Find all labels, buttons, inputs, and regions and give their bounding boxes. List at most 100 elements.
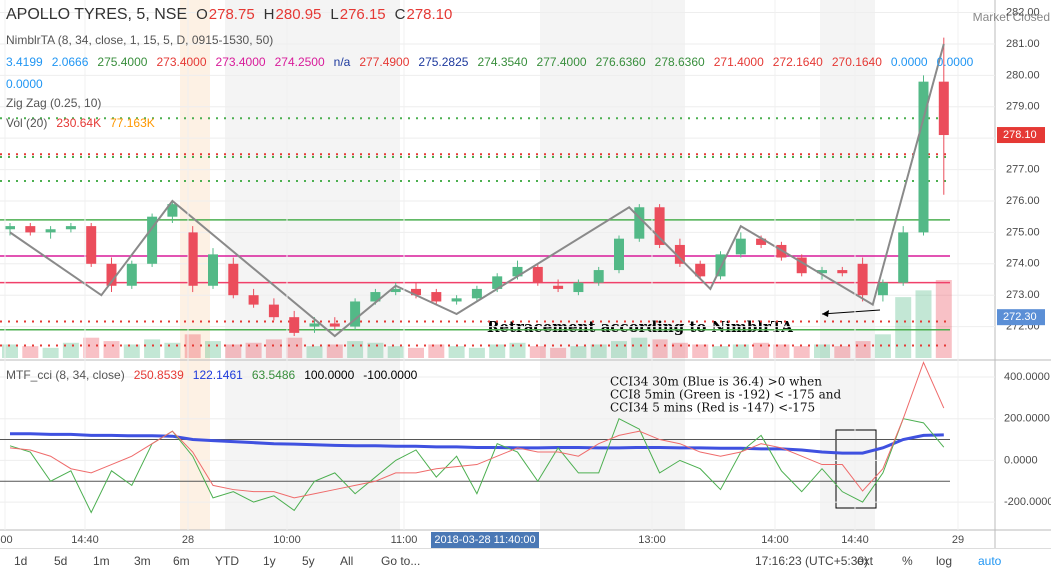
range-button[interactable]: 1m [93,554,110,568]
y-tick-label: 274.00 [1006,258,1040,270]
legend-value: 3.4199 [6,55,43,69]
volume-bar [915,290,932,358]
x-tick-label: 2018-03-28 11:40:00 [434,534,535,546]
legend-value: 278.6360 [654,55,705,69]
candle-body [86,226,97,264]
legend-value: 272.1640 [772,55,823,69]
range-button[interactable]: YTD [215,554,239,568]
candle-body [248,295,259,305]
legend-value: 273.4000 [215,55,266,69]
range-button[interactable]: 5d [54,554,68,568]
volume-bar [22,346,39,358]
legend-value: -100.0000 [363,368,418,382]
option-button[interactable]: auto [978,554,1002,568]
market-status: Market Closed [973,10,1050,24]
volume-bar [245,342,262,358]
range-button[interactable]: All [340,554,354,568]
candle-body [431,292,442,302]
volume-bar [793,346,810,358]
y-tick-label: 276.00 [1006,195,1040,207]
option-button[interactable]: ext [857,554,874,568]
legend-values: 3.4199 2.0666 275.4000 273.4000 273.4000 274.… [6,55,982,69]
ohlc-value: 278.75 [208,6,255,23]
indicator-name: NimblrTA (8, 34, close, 1, 15, 5, D, 091… [6,33,274,47]
x-tick-label: 29 [952,534,964,546]
volume-bar [326,344,343,358]
volume-bar [753,342,770,358]
volume-bar [164,342,181,358]
toolbar: 1d 5d 1m 3m 6m YTD 1y 5y All Go to... 17:16:23 (UT… [0,548,1051,573]
legend-header: APOLLO TYRES, 5, NSE O278.75 H280.95 L276.1… [6,6,461,24]
volume-bar [874,334,891,358]
x-tick-label: 13:00 [638,534,666,546]
candle-body [674,244,685,264]
goto-button[interactable]: Go to... [381,554,421,568]
highlight-box [835,429,877,509]
volume-bar [814,344,830,358]
candle-body [147,216,158,264]
volume-bar [387,346,404,358]
price-label-box [997,127,1045,144]
ohlc-key: O [196,6,208,23]
option-button[interactable]: % [902,554,913,568]
candle-body [289,317,300,333]
volume-bar [144,339,161,358]
volume-bar [123,344,140,358]
volume-bar [428,344,445,358]
volume-bar [2,344,18,358]
legend-value: 277.4900 [359,55,410,69]
x-tick-label: 14:40 [841,534,869,546]
option-button[interactable]: log [936,554,953,568]
range-button[interactable]: 5y [302,554,315,568]
x-tick-label: 11:00 [391,534,418,546]
candle-body [65,226,76,230]
y-tick-label: -200.0000 [1004,496,1051,508]
volume-bar [732,344,749,358]
volume-bar [611,341,627,358]
range-button[interactable]: 1y [263,554,276,568]
candle-body [817,270,827,274]
volume-bar [834,346,851,358]
legend-value: 277.4000 [536,55,587,69]
volume-bar [62,342,79,358]
range-button[interactable]: 3m [134,554,151,568]
candle-body [532,266,543,283]
range-button[interactable]: 1d [14,554,28,568]
ohlc-value: 278.10 [406,6,453,23]
volume-bar [895,297,912,358]
legend-value: 122.1461 [192,368,243,382]
candle-body [796,257,807,274]
volume-bar [468,347,485,358]
candle-body [573,282,584,293]
legend-values: 0.0000 [6,77,52,91]
y-tick-label: 277.00 [1006,163,1040,175]
legend-value: 276.6360 [595,55,646,69]
symbol: APOLLO TYRES, 5, NSE [6,6,188,23]
y-tick-label: 280.00 [1006,69,1040,81]
ohlc-value: 280.95 [275,6,322,23]
arrow-head [822,310,829,317]
y-tick-label: 0.0000 [1004,454,1038,466]
y-tick-label: 200.0000 [1004,413,1050,425]
candle-body [45,229,56,233]
candle-body [350,301,361,327]
legend-value: 0.0000 [936,55,974,69]
range-button[interactable]: 6m [173,554,190,568]
y-tick-label: 281.00 [1006,38,1040,50]
legend-nimblr: NimblrTA (8, 34, close, 1, 15, 5, D, 091… [6,33,282,47]
cci-line [9,417,945,514]
candle-body [756,238,767,245]
price-label: 272.30 [1003,311,1037,323]
volume-bar [509,342,526,358]
volume-bar [408,347,424,358]
volume-bar [42,347,59,358]
candle-body [553,285,564,289]
y-tick-label: 279.00 [1006,101,1040,113]
legend-value: 274.3540 [477,55,528,69]
candle-body [411,288,421,296]
indicator-name: MTF_cci (8, 34, close) [6,368,125,382]
candle-body [512,266,523,277]
session-band [225,0,400,530]
x-tick-label: 14:00 [761,534,789,546]
price-label: 278.10 [1003,129,1037,141]
